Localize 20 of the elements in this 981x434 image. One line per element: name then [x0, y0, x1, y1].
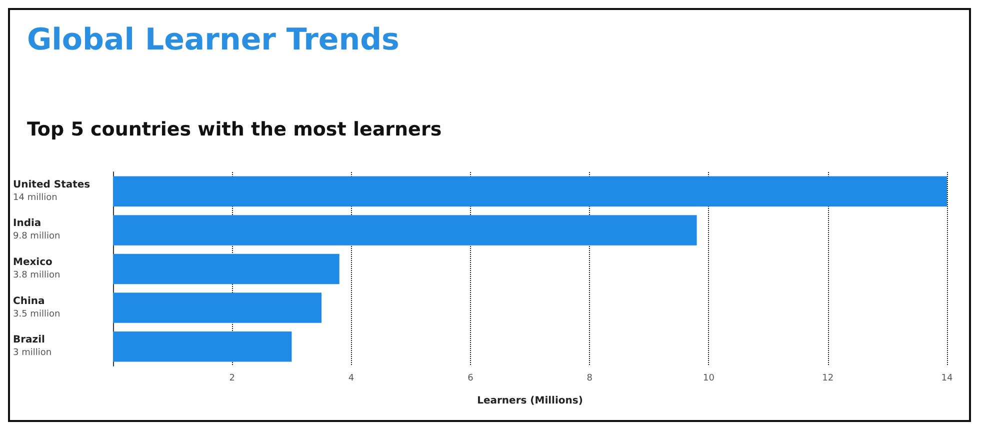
x-tick-label: 8 — [586, 374, 593, 384]
y-tick-label: Brazil 3 million — [13, 334, 52, 358]
bar — [113, 331, 292, 362]
x-tick-label: 2 — [229, 374, 236, 384]
bar — [113, 215, 697, 246]
bar — [113, 176, 947, 207]
x-axis-title: Learners (Millions) — [477, 396, 583, 406]
y-tick-label: Mexico 3.8 million — [13, 257, 60, 280]
x-tick-label: 4 — [348, 374, 354, 384]
bar — [113, 292, 322, 323]
x-tick-label: 14 — [941, 374, 953, 384]
y-tick-label: India 9.8 million — [13, 218, 60, 242]
x-tick-label: 6 — [468, 374, 474, 384]
chart-subtitle: Top 5 countries with the most learners — [27, 118, 442, 140]
chart-title: Global Learner Trends — [27, 22, 400, 58]
x-tick-label: 12 — [822, 374, 834, 384]
y-tick-label: United States 14 million — [13, 179, 90, 203]
x-tick-label: 10 — [702, 374, 715, 384]
y-tick-label: China 3.5 million — [13, 296, 60, 320]
bar — [113, 254, 340, 284]
